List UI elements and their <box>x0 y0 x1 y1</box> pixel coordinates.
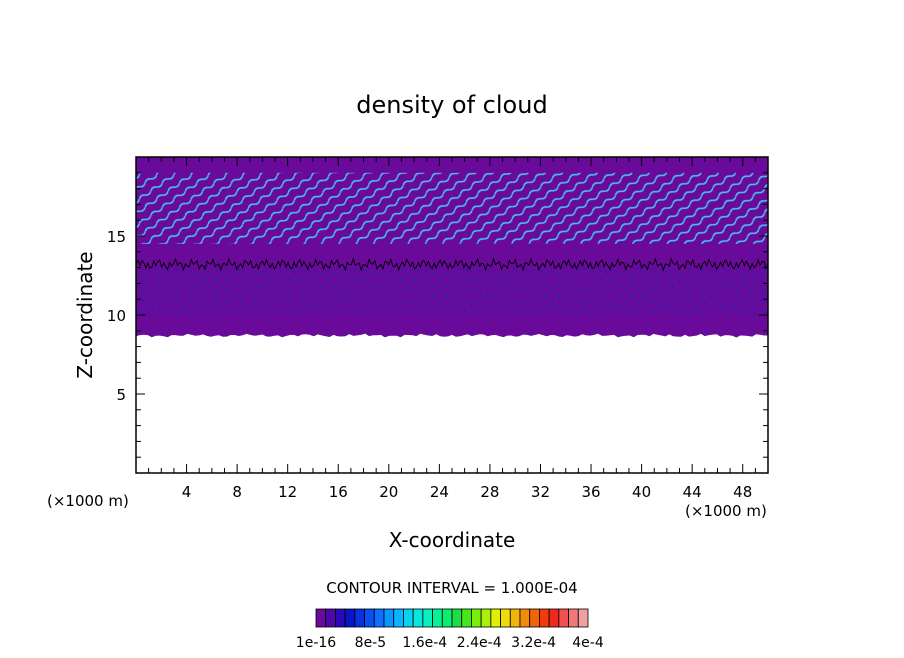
colorbar-swatch <box>354 608 365 628</box>
x-unit-right: (×1000 m) <box>685 502 767 520</box>
colorbar-swatch <box>480 608 492 628</box>
x-tick-label: 40 <box>632 483 651 501</box>
colorbar-swatch <box>441 608 453 628</box>
colorbar-swatch <box>461 608 472 628</box>
colorbar <box>315 608 589 628</box>
contour-line <box>136 257 768 272</box>
x-tick-label: 44 <box>683 483 702 501</box>
x-unit-left: (×1000 m) <box>47 492 129 510</box>
colorbar-tick-label: 1e-16 <box>296 635 336 651</box>
lower-wave-texture <box>136 267 768 315</box>
y-tick-label: 15 <box>107 228 126 246</box>
colorbar-swatch <box>432 608 443 628</box>
colorbar-swatch <box>412 608 424 628</box>
x-tick-label: 16 <box>329 483 348 501</box>
colorbar-swatch <box>539 608 550 628</box>
colorbar-swatch <box>383 608 395 628</box>
colorbar-swatch <box>325 608 336 628</box>
colorbar-swatch <box>548 608 560 628</box>
y-tick-label: 5 <box>116 386 126 404</box>
y-axis-label: Z-coordinate <box>73 251 97 378</box>
x-tick-label: 28 <box>480 483 499 501</box>
colorbar-swatch <box>500 608 511 628</box>
colorbar-swatch <box>568 608 579 628</box>
x-tick-label: 20 <box>379 483 398 501</box>
colorbar-swatch <box>451 608 463 628</box>
colorbar-swatch <box>558 608 569 628</box>
colorbar-tick-label: 1.6e-4 <box>402 635 447 651</box>
chart-title: density of cloud <box>356 91 547 119</box>
colorbar-swatch <box>344 608 356 628</box>
colorbar-swatch <box>577 608 589 628</box>
colorbar-tick-label: 2.4e-4 <box>457 635 502 651</box>
cloud-density-field <box>136 157 768 338</box>
x-axis-label: X-coordinate <box>389 528 516 552</box>
colorbar-swatch <box>403 608 414 628</box>
colorbar-swatch <box>373 608 385 628</box>
x-tick-label: 8 <box>232 483 242 501</box>
colorbar-swatch <box>422 608 433 628</box>
contour-interval-label: CONTOUR INTERVAL = 1.000E-04 <box>326 579 577 597</box>
x-tick-labels: 4 8 12 16 20 24 28 32 36 40 44 48 <box>182 483 752 501</box>
x-tick-label: 12 <box>278 483 297 501</box>
colorbar-swatch <box>490 608 501 628</box>
x-tick-label: 24 <box>430 483 449 501</box>
x-tick-label: 32 <box>531 483 550 501</box>
colorbar-tick-label: 8e-5 <box>355 635 386 651</box>
y-tick-labels: 5 10 15 <box>107 228 126 404</box>
x-tick-label: 4 <box>182 483 192 501</box>
colorbar-swatch <box>315 608 327 628</box>
colorbar-swatch <box>393 608 404 628</box>
upper-wave-texture <box>136 172 768 244</box>
colorbar-labels: 1e-16 8e-5 1.6e-4 2.4e-4 3.2e-4 4e-4 <box>296 635 604 651</box>
y-tick-label: 10 <box>107 307 126 325</box>
colorbar-swatch <box>335 608 346 628</box>
colorbar-swatch <box>364 608 375 628</box>
colorbar-tick-label: 3.2e-4 <box>511 635 556 651</box>
colorbar-tick-label: 4e-4 <box>572 635 604 651</box>
axis-ticks <box>136 157 768 473</box>
x-tick-label: 48 <box>733 483 752 501</box>
colorbar-swatch <box>509 608 521 628</box>
colorbar-swatch <box>519 608 531 628</box>
colorbar-swatch <box>471 608 482 628</box>
colorbar-swatch <box>529 608 540 628</box>
x-tick-label: 36 <box>581 483 600 501</box>
